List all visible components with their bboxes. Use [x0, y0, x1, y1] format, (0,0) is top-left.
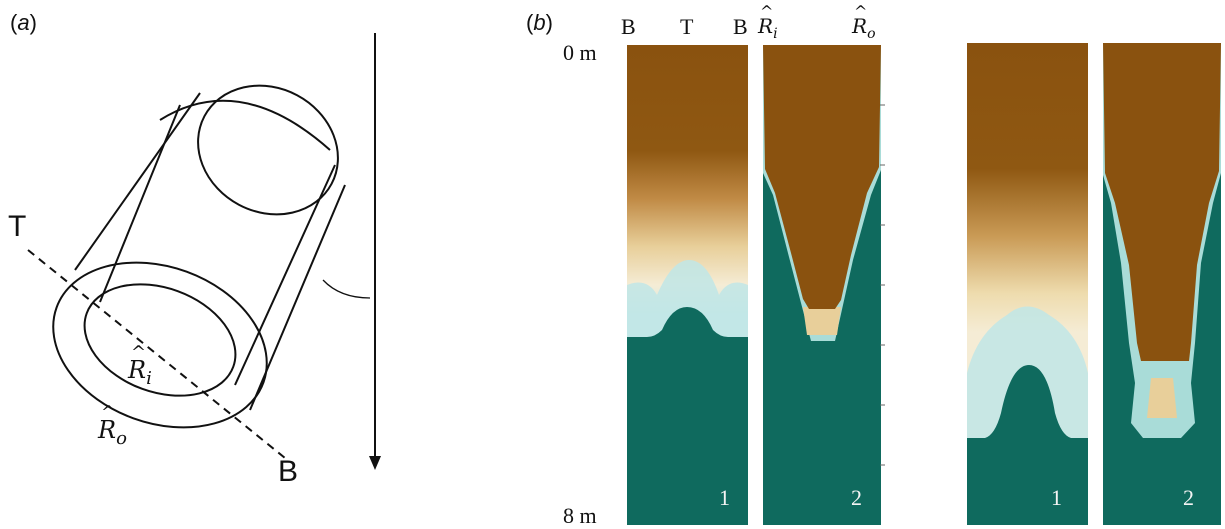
- strip-2a-index: 2: [851, 485, 862, 510]
- column-label-b-right: B: [733, 14, 748, 39]
- column-label-b-left: B: [621, 14, 636, 39]
- label-B: B: [278, 455, 299, 488]
- strip-2b-tan-plug: [1147, 378, 1177, 418]
- column-label-r-inner: ^ Ri: [758, 2, 778, 42]
- outer-back-ellipse: [197, 84, 339, 216]
- strip-1a-teal-region: [627, 307, 748, 525]
- label-T: T: [8, 210, 27, 243]
- connector-curve: [322, 279, 371, 299]
- hat-col-r-outer: ^: [854, 2, 868, 21]
- simulation-strip-2b: 2: [1103, 43, 1221, 525]
- inner-side-line-top: [99, 104, 181, 303]
- inner-back-arc: [159, 99, 331, 151]
- panel-a-letter: a: [17, 10, 30, 35]
- outer-front-ellipse: [52, 261, 268, 429]
- label-R-outer: ^ Ro: [98, 402, 127, 449]
- strip-1b-teal-region: [967, 365, 1088, 525]
- outer-side-line-top: [74, 92, 201, 271]
- strip-1a-index: 1: [719, 485, 730, 510]
- simulation-strip-2a: 2: [763, 45, 881, 525]
- strip-1a-cyan-band: [627, 260, 748, 345]
- depth-label-top: 0 m: [563, 40, 597, 65]
- strip-2b-brown: [1103, 43, 1221, 361]
- inner-side-line-bottom: [234, 164, 336, 386]
- depth-label-bottom: 8 m: [563, 503, 597, 528]
- column-label-t: T: [680, 14, 694, 39]
- hat-R-inner: ^: [131, 342, 147, 363]
- strip-1b-index: 1: [1051, 485, 1062, 510]
- depth-arrow-head: [369, 456, 381, 470]
- simulation-strip-1a: 1: [627, 45, 748, 525]
- panel-a-label: (a): [10, 10, 37, 35]
- panel-b-letter: b: [533, 10, 546, 35]
- strip-2b-index: 2: [1183, 485, 1194, 510]
- label-R-inner: ^ Ri: [128, 342, 152, 389]
- strip-2a-tan-tip: [803, 307, 841, 335]
- inner-front-ellipse: [83, 283, 237, 397]
- cylinder-diagram: [27, 33, 381, 470]
- strip-2a-brown: [763, 45, 881, 309]
- column-label-r-outer: ^ Ro: [852, 2, 876, 42]
- dashed-axis-line: [27, 249, 286, 459]
- simulation-strip-1b: 1: [967, 43, 1088, 525]
- hat-R-outer: ^: [101, 402, 117, 423]
- panel-b-label: (b): [526, 10, 553, 35]
- depth-tick-marks: [880, 104, 885, 466]
- hat-col-r-inner: ^: [760, 2, 774, 21]
